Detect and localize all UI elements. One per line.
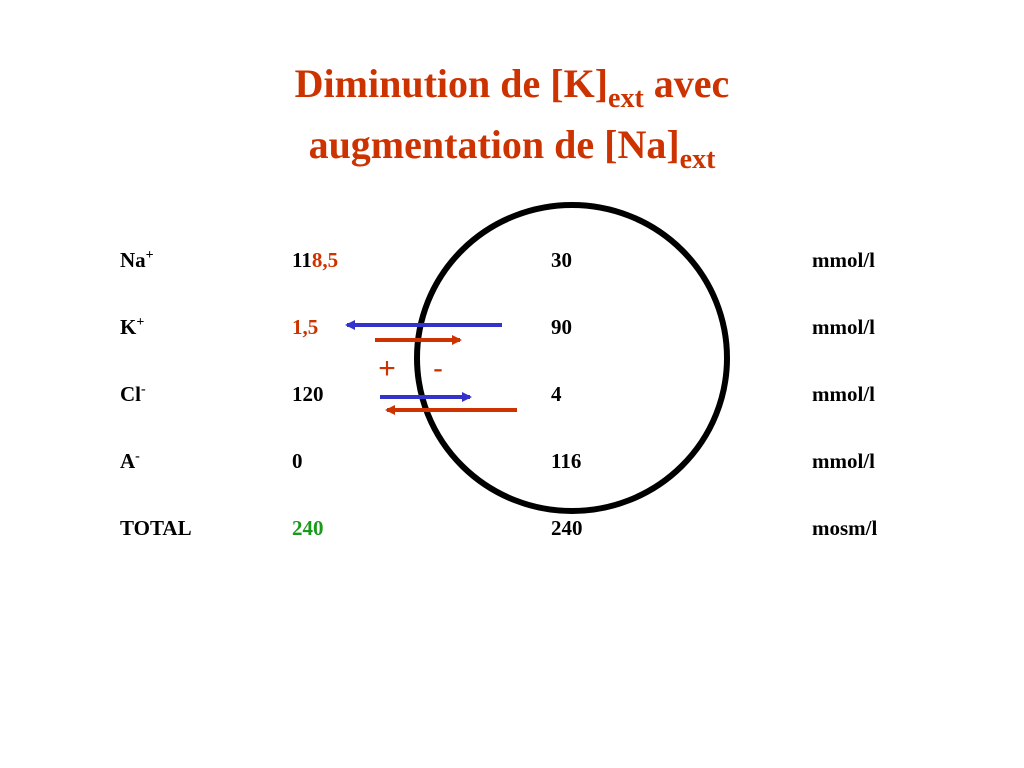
int-value: 240	[551, 516, 583, 540]
int-value: 116	[551, 449, 581, 473]
ion-charge: +	[146, 248, 154, 263]
ext-segment: 120	[292, 382, 324, 406]
title-subscript: ext	[608, 83, 644, 114]
sign: +	[378, 352, 396, 385]
title-subscript: ext	[680, 144, 716, 175]
ext-value: 118,5	[292, 248, 338, 272]
int-value: 4	[551, 382, 562, 406]
ext-value: 0	[292, 449, 303, 473]
ion-charge: -	[135, 449, 140, 464]
title-text: avec	[644, 61, 730, 106]
ion-name: K	[120, 315, 137, 339]
title-text: Diminution de [K]	[295, 61, 608, 106]
title-line-1: Diminution de [K]ext avec	[295, 61, 730, 114]
ext-value: 1,5	[292, 315, 318, 339]
ext-segment: 11	[292, 248, 312, 272]
ion-charge: +	[136, 315, 144, 330]
ext-segment: 8,5	[312, 248, 338, 272]
ion-label: TOTAL	[120, 516, 192, 540]
ion-label: A-	[120, 449, 140, 473]
sign: -	[433, 352, 443, 385]
ion-name: Cl	[120, 382, 141, 406]
unit: mosm/l	[812, 516, 877, 540]
ext-value: 120	[292, 382, 324, 406]
title-text: augmentation de [Na]	[309, 122, 680, 167]
unit: mmol/l	[812, 382, 875, 406]
ion-label: Na+	[120, 248, 154, 272]
ext-segment: 0	[292, 449, 303, 473]
ext-segment: 1,5	[292, 315, 318, 339]
ext-value: 240	[292, 516, 324, 540]
ext-segment: 240	[292, 516, 324, 540]
ion-name: TOTAL	[120, 516, 192, 540]
ion-name: A	[120, 449, 136, 473]
ion-name: Na	[120, 248, 146, 272]
int-value: 30	[551, 248, 572, 272]
unit: mmol/l	[812, 315, 875, 339]
unit: mmol/l	[812, 248, 875, 272]
cell-membrane	[414, 202, 730, 514]
ion-charge: -	[141, 382, 146, 397]
table: Na+ 118,5 30 mmol/lK+ 1,5 90 mmol/lCl- 120 4 mmol…	[120, 248, 877, 540]
ion-label: Cl-	[120, 382, 146, 406]
int-value: 90	[551, 315, 572, 339]
title-line-2: augmentation de [Na]ext	[309, 122, 717, 175]
ion-label: K+	[120, 315, 144, 339]
unit: mmol/l	[812, 449, 875, 473]
